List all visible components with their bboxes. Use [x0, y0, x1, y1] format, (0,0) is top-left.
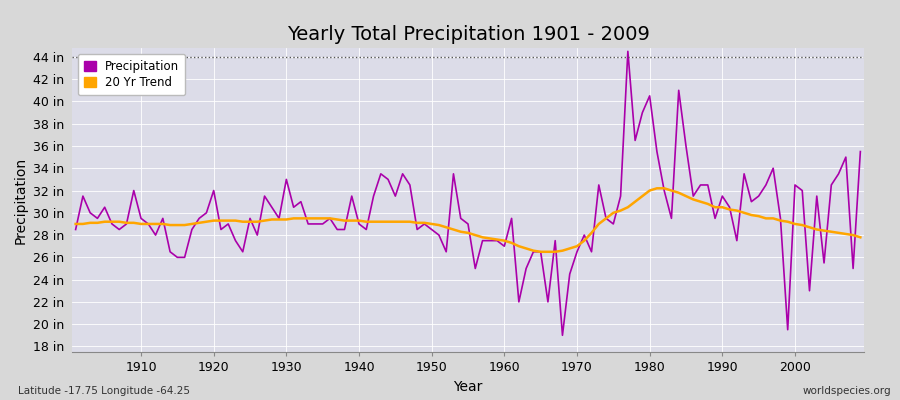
X-axis label: Year: Year	[454, 380, 482, 394]
Y-axis label: Precipitation: Precipitation	[14, 156, 28, 244]
Text: worldspecies.org: worldspecies.org	[803, 386, 891, 396]
Title: Yearly Total Precipitation 1901 - 2009: Yearly Total Precipitation 1901 - 2009	[286, 25, 650, 44]
Legend: Precipitation, 20 Yr Trend: Precipitation, 20 Yr Trend	[78, 54, 185, 95]
Text: Latitude -17.75 Longitude -64.25: Latitude -17.75 Longitude -64.25	[18, 386, 190, 396]
